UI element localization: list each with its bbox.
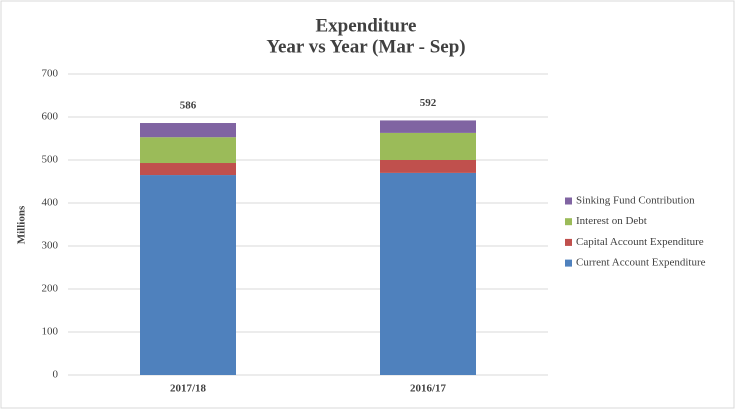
bar-segment [140, 175, 236, 375]
y-tick-label: 200 [42, 283, 59, 295]
x-tick-label: 2017/18 [170, 383, 207, 395]
legend-label: Capital Account Expenditure [576, 236, 704, 248]
bar-segment [140, 137, 236, 164]
total-label: 586 [180, 100, 197, 112]
y-tick-label: 600 [42, 111, 59, 123]
legend-label: Sinking Fund Contribution [576, 195, 695, 207]
y-tick-label: 400 [42, 197, 59, 209]
legend-label: Interest on Debt [576, 215, 647, 227]
chart-subtitle: Year vs Year (Mar - Sep) [266, 36, 465, 57]
y-tick-label: 100 [42, 326, 59, 338]
legend-swatch [565, 238, 572, 246]
y-tick-label: 300 [42, 240, 59, 252]
y-tick-label: 500 [42, 154, 59, 166]
legend-swatch [565, 218, 572, 226]
y-tick-label: 700 [42, 68, 59, 80]
x-tick-label: 2016/17 [410, 383, 447, 395]
legend-label: Current Account Expenditure [576, 257, 706, 269]
bar-segment [140, 163, 236, 176]
bar-segment [380, 160, 476, 173]
y-tick-label: 0 [53, 369, 59, 381]
legend-swatch [565, 197, 572, 205]
chart-title: Expenditure [315, 15, 416, 36]
bar-segment [380, 172, 476, 375]
bar-segment [380, 120, 476, 133]
legend-swatch [565, 259, 572, 267]
total-label: 592 [420, 97, 437, 109]
y-axis-label: Millions [16, 205, 28, 244]
bar-segment [380, 132, 476, 160]
bar-segment [140, 123, 236, 138]
